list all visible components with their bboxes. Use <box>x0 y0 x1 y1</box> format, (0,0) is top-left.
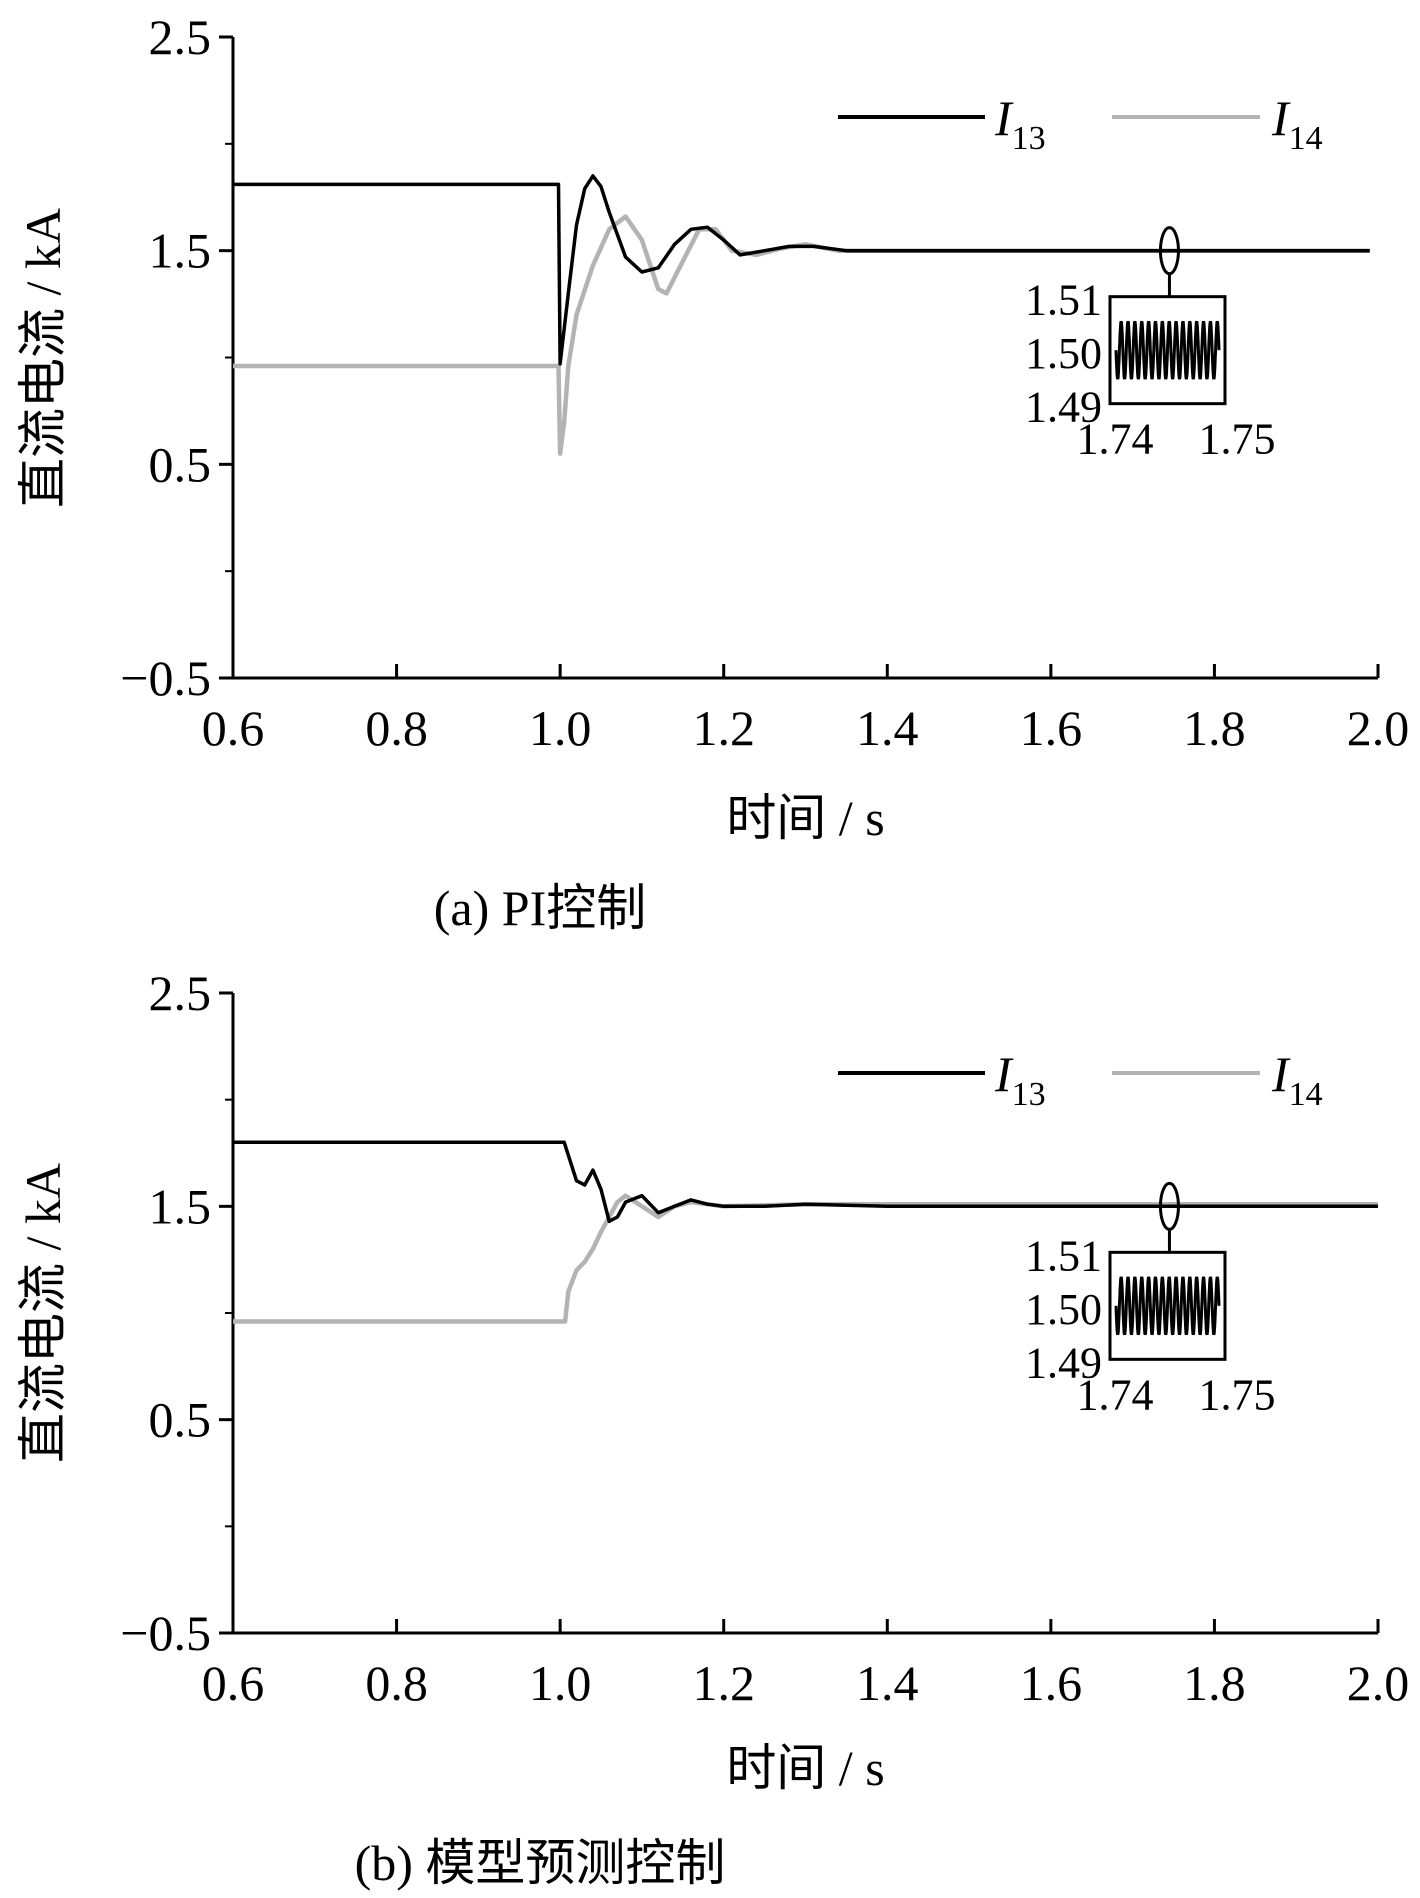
zoom-inset: 1.511.50 1.491.74 1.75 <box>1025 226 1276 464</box>
legend-label-main: I <box>994 90 1014 146</box>
legend-label-sub: 14 <box>1289 1076 1323 1113</box>
legend-label-i14: I14 <box>1271 90 1323 157</box>
y-tick-label: 1.5 <box>149 1178 212 1234</box>
zoom-oscillation-trace <box>1114 1276 1221 1336</box>
legend-label-i14: I14 <box>1271 1046 1323 1113</box>
x-tick-label: 1.4 <box>856 700 919 756</box>
legend-label-i13: I13 <box>994 1046 1046 1113</box>
x-tick-label: 1.4 <box>856 1655 919 1711</box>
zoom-y-label: 1.50 <box>1025 1285 1102 1334</box>
series-line-i13 <box>233 174 1370 366</box>
x-axis-title: 时间 / s <box>726 790 884 846</box>
zoom-inset: 1.51 1.501.491.74 1.75 <box>1025 1181 1276 1419</box>
zoom-x-label: 1.74 <box>1077 1370 1154 1419</box>
y-axis-title: 直流电流 / kA <box>15 208 71 508</box>
x-tick-label: 1.2 <box>692 1655 755 1711</box>
x-tick-label: 0.6 <box>202 700 265 756</box>
panel-caption: (a) PI控制 <box>434 880 646 936</box>
legend-label-sub: 13 <box>1012 120 1046 157</box>
legend-label-main: I <box>994 1046 1014 1102</box>
zoom-x-label: 1.74 <box>1077 415 1154 464</box>
zoom-y-label: 1.50 <box>1025 329 1102 378</box>
x-tick-label: 0.6 <box>202 1655 265 1711</box>
zoom-y-label: 1.51 <box>1025 276 1102 325</box>
y-tick-label: 2.5 <box>149 965 212 1021</box>
zoom-y-label: 1.49 <box>1025 383 1102 432</box>
zoom-y-label: 1.51 <box>1025 1231 1102 1280</box>
x-axis-title: 时间 / s <box>726 1740 884 1796</box>
panel-caption: (b) 模型预测控制 <box>355 1835 726 1891</box>
x-tick-label: 1.8 <box>1183 1655 1246 1711</box>
y-tick-label: 0.5 <box>149 1392 212 1448</box>
x-tick-label: 2.0 <box>1347 700 1410 756</box>
zoom-x-label: 1.75 <box>1199 415 1276 464</box>
x-tick-label: 0.8 <box>365 1655 428 1711</box>
series-line-i13 <box>233 1140 1378 1224</box>
x-tick-label: 0.8 <box>365 700 428 756</box>
x-tick-label: 1.0 <box>529 1655 592 1711</box>
x-tick-label: 2.0 <box>1347 1655 1410 1711</box>
legend-label-sub: 14 <box>1289 120 1323 157</box>
y-tick-label: −0.5 <box>120 650 211 706</box>
y-tick-label: 1.5 <box>149 223 212 279</box>
y-tick-label: 0.5 <box>149 436 212 492</box>
x-tick-label: 1.8 <box>1183 700 1246 756</box>
x-tick-label: 1.6 <box>1020 1655 1083 1711</box>
y-axis-title: 直流电流 / kA <box>15 1163 71 1463</box>
legend-label-sub: 13 <box>1012 1076 1046 1113</box>
zoom-x-label: 1.75 <box>1199 1370 1276 1419</box>
chart-panel-b: −0.5 0.5 1.5 2.5 0.6 0.8 1.0 1.2 1.4 1.6 1.8 2.0 时间 … <box>15 965 1409 1891</box>
chart-panel-a: −0.5 0.5 1.5 2.5 0.6 0.8 1.0 1.2 1.4 1.6 1.8 2.0 时间 … <box>15 9 1409 936</box>
legend-label-i13: I13 <box>994 90 1046 157</box>
x-tick-label: 1.2 <box>692 700 755 756</box>
y-tick-label: 2.5 <box>149 9 212 65</box>
series-line-i14 <box>233 1193 1378 1324</box>
zoom-y-label: 1.49 <box>1025 1338 1102 1387</box>
legend-label-main: I <box>1271 1046 1291 1102</box>
x-tick-label: 1.0 <box>529 700 592 756</box>
x-tick-label: 1.6 <box>1020 700 1083 756</box>
legend-label-main: I <box>1271 90 1291 146</box>
y-tick-label: −0.5 <box>120 1605 211 1661</box>
zoom-oscillation-trace <box>1114 320 1221 380</box>
